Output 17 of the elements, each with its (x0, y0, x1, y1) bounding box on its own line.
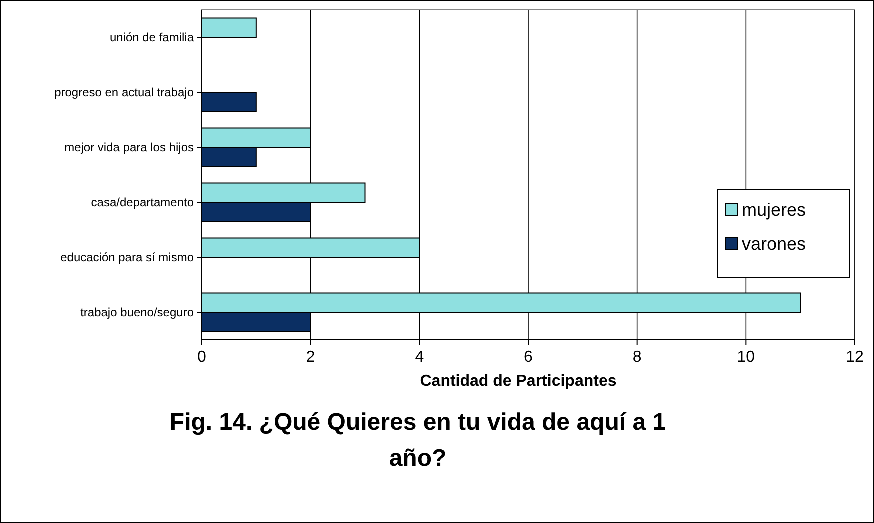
y-tick-label: mejor vida para los hijos (64, 140, 194, 154)
y-tick-label: progreso en actual trabajo (54, 86, 194, 100)
x-tick-label: 4 (415, 349, 424, 366)
y-tick-label: unión de familia (110, 30, 194, 44)
y-tick-label: casa/departamento (91, 196, 194, 210)
text: Fig. 14. ¿Qué Quieres en tu vida de aquí a 1 año? (170, 409, 666, 472)
x-tick-label: 8 (632, 349, 642, 366)
x-tick-label: 0 (198, 349, 207, 366)
x-axis-title: Cantidad de Participantes (420, 373, 617, 390)
x-tick-label: 6 (524, 349, 534, 366)
y-tick-label: educación para sí mismo (60, 250, 194, 264)
x-tick-label: 12 (846, 349, 864, 366)
y-tick-label: trabajo bueno/seguro (80, 306, 194, 320)
legend-label: varones (742, 234, 806, 254)
x-tick-label: 2 (306, 349, 316, 366)
x-tick-label: 10 (737, 349, 756, 366)
legend-label: mujeres (742, 200, 806, 220)
